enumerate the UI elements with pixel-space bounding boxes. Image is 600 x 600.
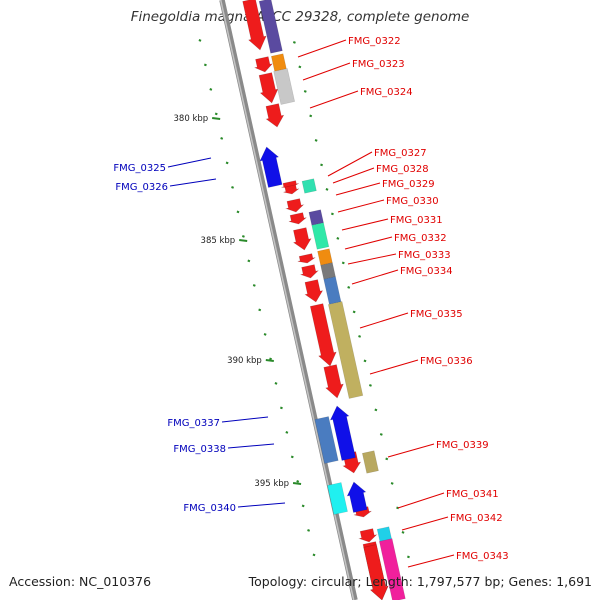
- leader-line-fmg_0336: [369, 359, 419, 375]
- leader-line-fmg_0335: [359, 312, 409, 329]
- leader-line-fmg_0340: [237, 502, 286, 508]
- gene-label-fmg_0324: FMG_0324: [360, 87, 413, 98]
- cog-block-0343: [378, 538, 406, 600]
- gene-labels: FMG_0322 FMG_0323 FMG_0324 FMG_0325 FMG_0326…: [113, 36, 509, 568]
- cds-plus-arrow-3: [258, 72, 279, 104]
- gene-label-fmg_0339: FMG_0339: [436, 440, 489, 451]
- leader-line-fmg_0334: [351, 269, 399, 285]
- cog-block-0338: [314, 416, 339, 464]
- scale-label-1: 380 kbp: [174, 114, 209, 124]
- cds-minus-arrow-0325: [259, 146, 283, 188]
- leader-line-fmg_0341: [397, 492, 445, 509]
- gene-label-fmg_0334: FMG_0334: [400, 266, 453, 277]
- gene-label-fmg_0325: FMG_0325: [113, 163, 166, 174]
- gene-label-fmg_0322: FMG_0322: [348, 36, 401, 47]
- cds-minus-arrow-0337: [329, 405, 356, 461]
- gene-label-fmg_0336: FMG_0336: [420, 356, 473, 367]
- cog-block-0322: [258, 0, 283, 54]
- genome-stats-text: Topology: circular; Length: 1,797,577 bp…: [248, 574, 592, 589]
- leader-line-fmg_0324: [309, 90, 359, 109]
- cog-block-0335: [327, 301, 364, 399]
- leader-line-fmg_0333: [347, 253, 397, 265]
- gene-label-fmg_0343: FMG_0343: [456, 551, 509, 562]
- leader-line-fmg_0326: [169, 178, 217, 187]
- cds-minus-arrow-0340: [346, 481, 368, 513]
- gene-label-fmg_0328: FMG_0328: [376, 164, 429, 175]
- leader-line-fmg_0328: [332, 167, 375, 184]
- cog-block-0323: [270, 53, 287, 72]
- cog-block-0324: [273, 68, 296, 105]
- cds-plus-arrow-small: [283, 184, 300, 195]
- gene-label-fmg_0333: FMG_0333: [398, 250, 451, 261]
- leader-line-fmg_0343: [407, 554, 455, 568]
- scale-label-3: 390 kbp: [227, 356, 262, 366]
- leader-line-fmg_0337: [221, 416, 269, 423]
- scale-label-4: 395 kbp: [254, 479, 289, 489]
- cds-plus-arrow-13: [323, 364, 344, 399]
- scale-ticks: 380 kbp 385 kbp 390 kbp 395 kbp: [174, 39, 410, 559]
- leader-line-fmg_0332: [344, 236, 393, 250]
- gene-label-fmg_0331: FMG_0331: [390, 215, 443, 226]
- cds-plus-arrow-6: [284, 198, 305, 213]
- leader-line-fmg_0330: [337, 199, 385, 213]
- gene-label-fmg_0335: FMG_0335: [410, 309, 463, 320]
- leader-line-fmg_0322: [297, 39, 347, 58]
- gene-label-fmg_0338: FMG_0338: [173, 444, 226, 455]
- leader-line-fmg_0331: [341, 218, 389, 231]
- gene-label-fmg_0332: FMG_0332: [394, 233, 447, 244]
- gene-label-fmg_0337: FMG_0337: [167, 418, 220, 429]
- cog-block-0332: [311, 222, 330, 250]
- cog-block-0340: [327, 482, 348, 515]
- cog-block-0339: [361, 450, 379, 474]
- gene-features: [242, 0, 406, 600]
- cds-plus-arrow-2: [253, 56, 274, 73]
- cds-plus-arrow-10: [299, 264, 320, 279]
- gene-label-fmg_0327: FMG_0327: [374, 148, 427, 159]
- leader-line-fmg_0325: [167, 157, 212, 168]
- cog-block-0333: [317, 248, 333, 266]
- leader-line-fmg_0329: [335, 182, 381, 196]
- genome-title: Finegoldia magna ATCC 29328, complete ge…: [130, 9, 470, 25]
- leader-line-fmg_0339: [387, 443, 435, 458]
- cds-plus-arrow-7: [288, 212, 307, 225]
- leader-line-fmg_0338: [227, 443, 275, 449]
- gene-label-fmg_0330: FMG_0330: [386, 196, 439, 207]
- cds-plus-arrow-11: [304, 279, 324, 303]
- cds-plus-arrow-8: [292, 227, 312, 251]
- cds-plus-arrow-16: [358, 528, 378, 543]
- gene-label-fmg_0323: FMG_0323: [352, 59, 405, 70]
- cds-plus-arrow-12: [309, 303, 337, 367]
- scale-label-2: 385 kbp: [201, 236, 236, 246]
- gene-label-fmg_0340: FMG_0340: [183, 503, 236, 514]
- cog-block-0328: [301, 178, 317, 194]
- cog-block-0334b: [323, 276, 342, 305]
- cds-plus-arrow-4: [265, 103, 285, 128]
- leader-line-fmg_0342: [401, 516, 449, 531]
- cog-block-0334: [320, 262, 336, 280]
- gene-label-fmg_0342: FMG_0342: [450, 513, 503, 524]
- leader-line-fmg_0327: [327, 151, 373, 177]
- gene-label-fmg_0341: FMG_0341: [446, 489, 499, 500]
- gene-label-fmg_0329: FMG_0329: [382, 179, 435, 190]
- cds-plus-arrow-18: [363, 544, 389, 600]
- accession-text: Accession: NC_010376: [9, 574, 152, 589]
- cds-plus-arrow-1: [242, 0, 267, 51]
- cds-plus-arrow-9: [297, 253, 316, 264]
- leader-line-fmg_0323: [302, 62, 351, 81]
- gene-label-fmg_0326: FMG_0326: [115, 182, 168, 193]
